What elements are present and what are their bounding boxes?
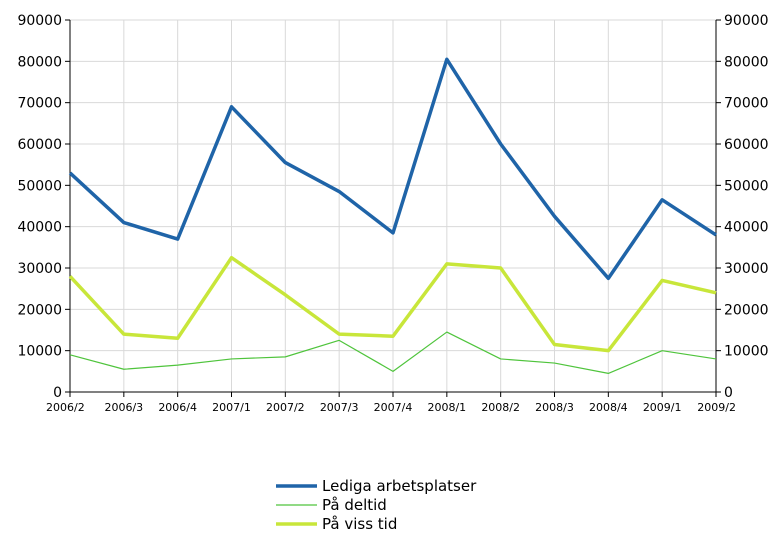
y-tick-label-right: 80000 <box>724 54 769 70</box>
y-tick-label-left: 60000 <box>17 137 62 153</box>
y-tick-label-left: 0 <box>53 385 62 401</box>
legend-label: Lediga arbetsplatser <box>322 477 477 495</box>
legend-label: På viss tid <box>322 515 397 533</box>
y-tick-label-right: 20000 <box>724 302 769 318</box>
x-tick-label: 2008/3 <box>535 401 574 414</box>
y-tick-label-right: 90000 <box>724 13 769 29</box>
y-tick-label-left: 20000 <box>17 302 62 318</box>
x-tick-label: 2007/2 <box>266 401 305 414</box>
y-tick-label-right: 30000 <box>724 261 769 277</box>
x-tick-label: 2006/4 <box>158 401 197 414</box>
x-tick-label: 2008/2 <box>481 401 520 414</box>
y-tick-label-right: 10000 <box>724 344 769 360</box>
y-tick-label-left: 70000 <box>17 96 62 112</box>
y-tick-label-right: 60000 <box>724 137 769 153</box>
x-tick-label: 2007/4 <box>374 401 413 414</box>
x-tick-label: 2009/2 <box>697 401 736 414</box>
x-tick-label: 2009/1 <box>643 401 682 414</box>
y-tick-label-left: 90000 <box>17 13 62 29</box>
x-tick-label: 2008/4 <box>589 401 628 414</box>
y-tick-label-left: 50000 <box>17 178 62 194</box>
y-tick-label-right: 50000 <box>724 178 769 194</box>
y-tick-label-left: 30000 <box>17 261 62 277</box>
x-tick-label: 2008/1 <box>427 401 466 414</box>
legend-label: På deltid <box>322 496 387 514</box>
y-tick-label-left: 40000 <box>17 220 62 236</box>
y-tick-label-right: 40000 <box>724 220 769 236</box>
y-tick-label-right: 70000 <box>724 96 769 112</box>
y-tick-label-left: 10000 <box>17 344 62 360</box>
x-tick-label: 2006/3 <box>104 401 143 414</box>
x-tick-label: 2007/3 <box>320 401 359 414</box>
y-tick-label-right: 0 <box>724 385 733 401</box>
x-tick-label: 2006/2 <box>46 401 85 414</box>
x-tick-label: 2007/1 <box>212 401 251 414</box>
y-tick-label-left: 80000 <box>17 54 62 70</box>
